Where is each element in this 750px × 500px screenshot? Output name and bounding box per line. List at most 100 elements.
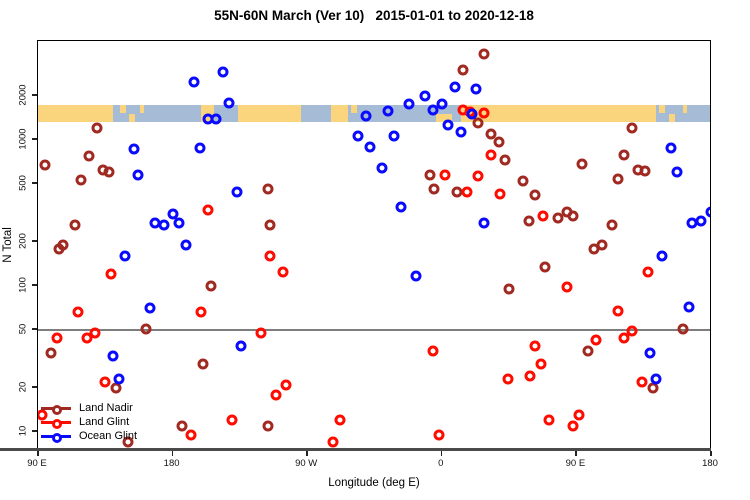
legend-label: Land Nadir xyxy=(79,402,133,414)
x-tick-mark xyxy=(306,451,308,456)
data-point-ocean-glint xyxy=(419,90,431,102)
data-point-land-nadir xyxy=(552,212,564,224)
y-tick-mark xyxy=(32,94,37,96)
y-tick-label: 2000 xyxy=(17,84,29,106)
data-point-land-glint xyxy=(524,370,536,382)
x-tick-mark xyxy=(440,451,443,456)
x-tick-label: 90 W xyxy=(295,458,318,469)
data-point-land-nadir xyxy=(493,136,505,148)
data-point-land-glint xyxy=(612,305,624,317)
data-point-ocean-glint xyxy=(210,113,222,125)
data-point-land-glint xyxy=(38,409,48,421)
data-point-land-nadir xyxy=(122,436,134,448)
map-band-speck xyxy=(129,114,136,122)
data-point-ocean-glint xyxy=(376,162,388,174)
data-point-ocean-glint xyxy=(442,119,454,131)
x-tick-mark xyxy=(710,451,712,456)
data-point-land-nadir xyxy=(91,122,103,134)
data-point-land-glint xyxy=(567,420,579,432)
data-point-ocean-glint xyxy=(173,217,185,229)
data-point-ocean-glint xyxy=(107,350,119,362)
data-point-land-nadir xyxy=(83,150,95,162)
data-point-ocean-glint xyxy=(650,373,662,385)
data-point-land-glint xyxy=(626,325,638,337)
x-tick-label: 180 xyxy=(163,458,180,469)
data-point-land-nadir xyxy=(457,64,469,76)
data-point-ocean-glint xyxy=(644,347,656,359)
map-band-ocean-segment xyxy=(301,105,332,122)
data-point-land-glint xyxy=(590,334,602,345)
data-point-land-glint xyxy=(636,376,648,388)
data-point-land-nadir xyxy=(499,154,511,166)
y-tick-label: 500 xyxy=(17,175,29,191)
data-point-land-nadir xyxy=(140,323,152,335)
data-point-land-glint xyxy=(72,306,84,318)
data-point-land-nadir xyxy=(677,323,689,335)
map-band-speck xyxy=(350,105,357,113)
data-point-land-glint xyxy=(485,149,497,161)
data-point-land-nadir xyxy=(451,186,463,198)
data-point-land-glint xyxy=(618,332,630,344)
data-point-land-nadir xyxy=(618,149,630,161)
map-band-speck xyxy=(435,114,453,122)
x-axis-line xyxy=(0,448,711,451)
y-tick-mark xyxy=(32,386,37,388)
y-tick-mark xyxy=(32,182,37,184)
data-point-land-glint xyxy=(202,204,214,216)
data-point-ocean-glint xyxy=(388,130,400,142)
data-point-land-glint xyxy=(537,210,549,222)
data-point-land-glint xyxy=(433,429,445,441)
x-tick-mark xyxy=(171,451,174,456)
data-point-land-nadir xyxy=(503,283,515,295)
data-point-ocean-glint xyxy=(478,217,490,229)
data-point-land-glint xyxy=(99,376,111,388)
data-point-ocean-glint xyxy=(683,301,695,313)
x-tick-mark xyxy=(37,451,39,456)
data-point-ocean-glint xyxy=(119,250,131,262)
data-point-ocean-glint xyxy=(223,97,235,109)
data-point-land-nadir xyxy=(472,117,484,129)
data-point-land-glint xyxy=(529,340,541,352)
data-point-land-nadir xyxy=(176,420,188,432)
data-point-land-nadir xyxy=(75,174,87,186)
y-tick-label: 1000 xyxy=(17,128,29,150)
data-point-land-glint xyxy=(226,414,238,426)
data-point-land-nadir xyxy=(626,122,638,134)
data-point-land-glint xyxy=(642,266,654,278)
data-point-ocean-glint xyxy=(188,76,200,88)
data-point-ocean-glint xyxy=(352,130,364,142)
data-point-land-glint xyxy=(195,306,207,318)
data-point-ocean-glint xyxy=(449,81,461,93)
data-point-land-nadir xyxy=(264,219,276,231)
data-point-land-nadir xyxy=(197,358,208,370)
data-point-land-nadir xyxy=(205,280,217,292)
legend-line-swatch xyxy=(41,405,71,415)
y-tick-mark xyxy=(32,138,37,140)
data-point-land-glint xyxy=(472,170,484,182)
y-tick-mark xyxy=(32,284,37,286)
data-point-land-glint xyxy=(270,389,282,401)
data-point-land-nadir xyxy=(103,166,115,178)
data-point-land-glint xyxy=(51,332,63,344)
data-point-land-glint xyxy=(561,281,573,293)
x-tick-label: 180 xyxy=(702,458,718,469)
legend-label: Land Glint xyxy=(79,415,130,428)
data-point-ocean-glint xyxy=(235,340,247,352)
data-point-land-nadir xyxy=(639,165,651,177)
legend-line-swatch xyxy=(41,418,71,429)
legend-label: Ocean Glint xyxy=(79,429,138,442)
map-band-land-segment xyxy=(331,105,348,122)
data-point-land-nadir xyxy=(262,183,274,195)
data-point-ocean-glint xyxy=(360,110,372,122)
data-point-land-glint xyxy=(502,373,514,385)
data-point-land-nadir xyxy=(582,345,594,357)
data-point-ocean-glint xyxy=(128,143,140,155)
map-band-land-segment xyxy=(238,105,302,122)
data-point-land-glint xyxy=(573,409,585,421)
legend-circle-marker xyxy=(52,432,62,443)
chart-title: 55N-60N March (Ver 10) 2015-01-01 to 202… xyxy=(214,8,534,23)
data-point-ocean-glint xyxy=(410,270,422,282)
data-point-ocean-glint xyxy=(364,141,376,153)
data-point-ocean-glint xyxy=(466,108,478,120)
x-tick-label: 90 E xyxy=(27,458,47,469)
